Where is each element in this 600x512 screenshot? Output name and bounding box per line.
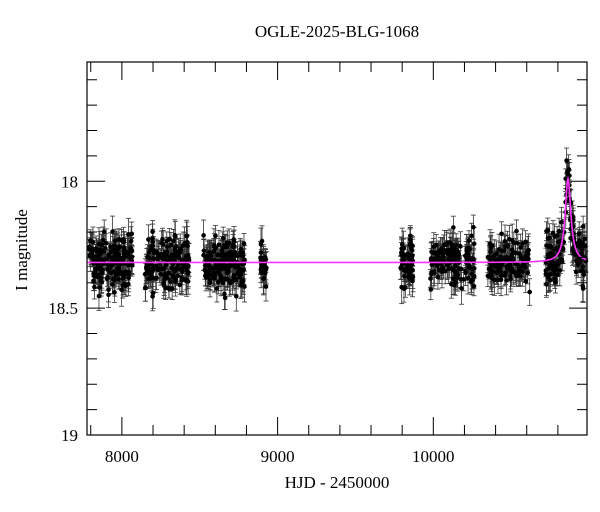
svg-text:9000: 9000 [261, 447, 295, 466]
model-curve [87, 175, 588, 264]
svg-text:19: 19 [61, 426, 78, 445]
x-axis-label: HJD - 2450000 [284, 473, 390, 492]
tick-labels: 8000 9000 10000 18 18.5 19 [48, 172, 454, 466]
plot-frame [86, 61, 588, 436]
chart-title: OGLE-2025-BLG-1068 [254, 22, 420, 41]
error-bars [86, 147, 589, 312]
svg-text:8000: 8000 [105, 447, 139, 466]
svg-text:18.5: 18.5 [48, 299, 78, 318]
svg-text:18: 18 [61, 172, 78, 191]
svg-text:10000: 10000 [412, 447, 455, 466]
